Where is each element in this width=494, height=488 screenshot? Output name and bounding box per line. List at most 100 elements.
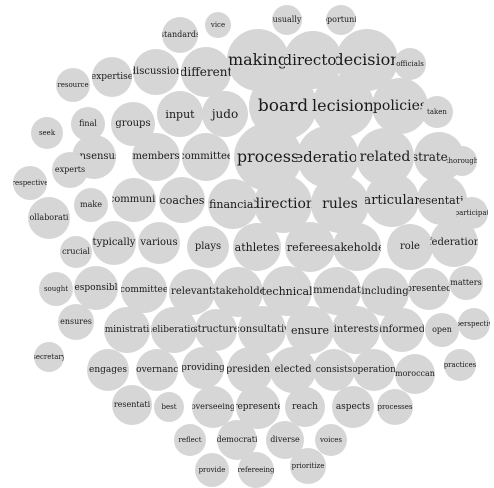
word-label: ministrati: [104, 324, 150, 335]
word-bubble: overseeing: [192, 386, 234, 428]
word-bubble: athletes: [233, 223, 281, 271]
word-label: presented: [408, 283, 450, 294]
word-label: articular: [365, 192, 419, 208]
word-label: resource: [57, 80, 89, 89]
word-label: voices: [319, 435, 343, 444]
word-bubble: reflect: [174, 424, 206, 456]
word-bubble: perspectiv: [458, 308, 490, 340]
word-label: committee: [182, 151, 230, 162]
word-label: coaches: [159, 193, 205, 207]
word-label: operation: [353, 364, 395, 375]
word-bubble: interests: [332, 306, 380, 354]
word-bubble: esponsibl: [74, 266, 118, 310]
word-bubble: voices: [315, 424, 347, 456]
word-label: members: [132, 151, 180, 162]
word-label: board: [257, 95, 309, 116]
word-label: pportunit: [326, 15, 356, 24]
word-label: standards: [162, 30, 198, 39]
word-bubble: communit: [112, 178, 156, 222]
word-label: informed: [380, 324, 424, 335]
word-label: respective: [13, 178, 47, 187]
word-label: processes: [377, 402, 413, 411]
word-label: provide: [198, 465, 226, 474]
word-bubble: open: [425, 313, 459, 347]
word-label: takeholde: [333, 240, 381, 254]
word-label: role: [400, 241, 420, 252]
word-bubble: providing: [182, 347, 224, 389]
word-bubble: moroccan: [395, 354, 435, 394]
word-bubble: governance: [136, 349, 178, 391]
word-label: consists: [315, 364, 353, 375]
word-label: related: [359, 149, 411, 165]
word-label: decision: [336, 50, 398, 69]
word-bubble: policies: [372, 78, 428, 134]
word-bubble: input: [157, 91, 203, 137]
word-label: communit: [112, 194, 156, 205]
word-bubble: consultativ: [238, 306, 286, 354]
word-bubble: secretary: [34, 342, 64, 372]
word-label: vice: [210, 20, 226, 29]
word-bubble: plays: [187, 226, 229, 268]
word-label: mmendat: [313, 285, 361, 296]
word-label: providing: [182, 362, 224, 373]
word-label: overseeing: [192, 402, 234, 411]
word-bubble: engages: [87, 349, 129, 391]
word-bubble: standards: [162, 17, 198, 53]
word-label: expertise: [92, 71, 132, 82]
word-label: groups: [115, 118, 151, 129]
word-bubble: vice: [205, 12, 231, 38]
word-bubble: judo: [202, 91, 248, 137]
word-label: referees: [286, 240, 334, 254]
word-bubble: financial: [208, 179, 258, 229]
word-label: committee: [121, 284, 167, 295]
word-bubble: crucial: [60, 236, 92, 268]
word-label: plays: [194, 241, 222, 252]
word-label: taken: [427, 107, 447, 116]
word-label: consensus: [72, 151, 116, 162]
word-bubble: informed: [380, 308, 424, 352]
word-label: best: [161, 402, 177, 411]
word-bubble: usually: [272, 5, 302, 35]
word-label: aspects: [335, 401, 371, 412]
word-label: process: [236, 147, 300, 166]
word-label: deliberation: [151, 324, 197, 335]
word-bubble: sought: [39, 272, 73, 306]
word-label: ollaborati: [29, 213, 69, 222]
word-label: usually: [272, 15, 302, 24]
word-label: ensure: [290, 323, 330, 337]
word-bubble: provide: [195, 453, 229, 487]
word-label: sought: [43, 284, 69, 293]
word-bubble: operation: [353, 349, 395, 391]
word-label: resentatio: [417, 193, 467, 207]
word-label: diverse: [270, 435, 300, 444]
word-bubble: ensures: [58, 304, 94, 340]
word-label: president: [227, 364, 273, 375]
word-label: typically: [92, 237, 136, 248]
word-bubble: experts: [52, 152, 88, 188]
word-bubble: committee: [121, 267, 167, 313]
word-bubble: resource: [56, 68, 90, 102]
word-bubble: thorough: [447, 146, 477, 176]
word-label: director: [284, 50, 342, 69]
word-label: participat: [456, 208, 488, 217]
word-label: perspectiv: [458, 319, 490, 328]
word-bubble: reach: [285, 387, 325, 427]
word-bubble: prioritize: [290, 448, 326, 484]
word-label: engages: [89, 364, 127, 375]
word-bubble: resentati: [112, 385, 152, 425]
word-bubble: consists: [313, 349, 355, 391]
word-bubble: elected: [270, 347, 316, 393]
word-bubble: articular: [365, 173, 419, 227]
word-label: matters: [450, 278, 482, 287]
word-bubble: referees: [285, 222, 335, 272]
word-label: crucial: [62, 247, 90, 256]
word-bubble: presented: [408, 268, 450, 310]
word-label: rules: [322, 196, 358, 212]
word-label: financial: [209, 197, 257, 211]
word-bubble: seek: [31, 117, 63, 149]
word-bubble: role: [387, 224, 433, 270]
word-label: refereeing: [238, 465, 274, 474]
word-bubble: respective: [13, 166, 47, 200]
word-label: secretary: [34, 352, 64, 361]
